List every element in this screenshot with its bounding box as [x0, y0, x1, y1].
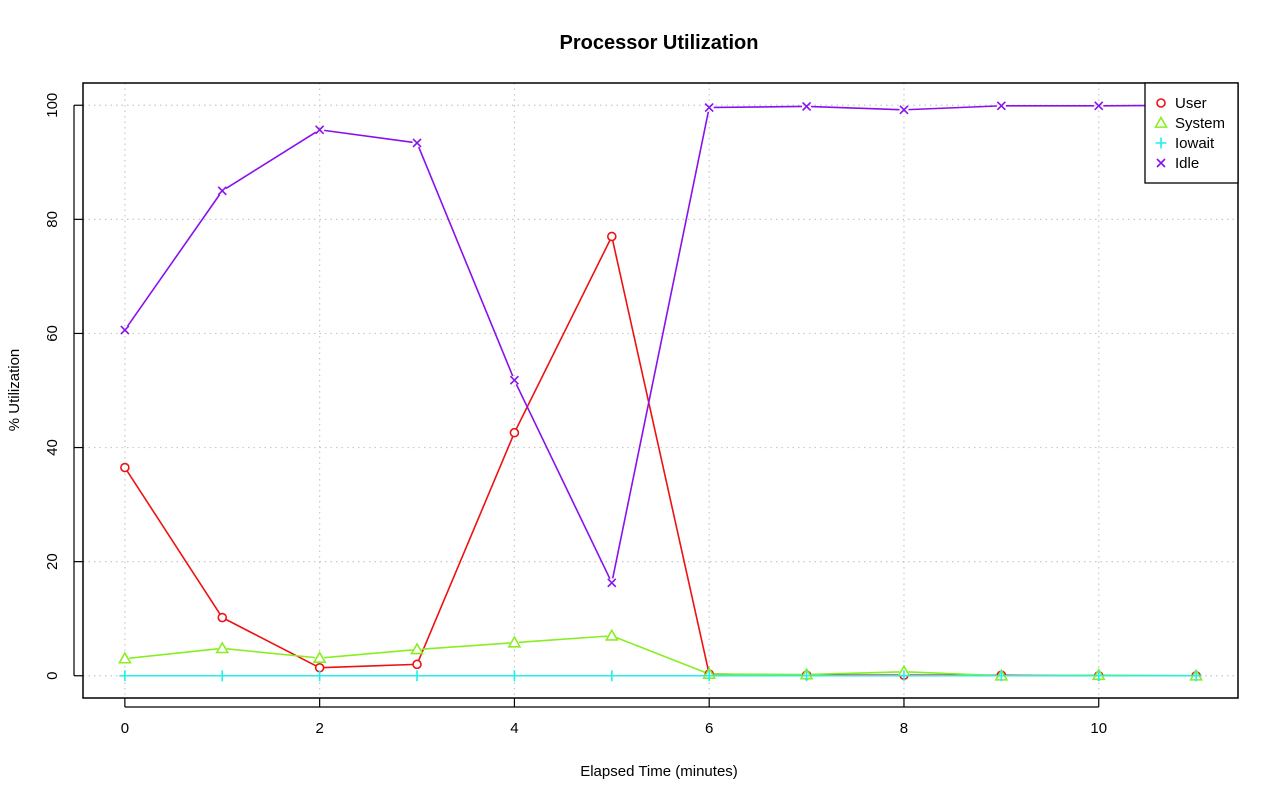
x-tick-label: 10: [1090, 720, 1107, 737]
series-idle-point: [217, 186, 227, 196]
y-tick-label: 20: [44, 553, 61, 570]
series-system-segment: [713, 673, 803, 676]
series-user-point: [412, 659, 422, 670]
series-user-point: [509, 427, 520, 438]
series-system-point: [410, 642, 424, 655]
series-user-point: [120, 462, 130, 473]
series-idle-point: [802, 101, 812, 111]
series-user-segment: [418, 436, 514, 661]
series-user-segment: [225, 618, 317, 667]
series-idle: [120, 100, 1201, 588]
legend-user-label: User: [1175, 95, 1207, 112]
series-idle-segment: [126, 194, 221, 327]
legend-idle-marker: [1156, 158, 1166, 168]
series-system-segment: [129, 648, 218, 659]
series-system-segment: [324, 649, 413, 659]
legend-user-marker: [1156, 98, 1166, 108]
chart-title: Processor Utilization: [560, 32, 759, 54]
legend-idle-label: Idle: [1175, 155, 1199, 172]
series-iowait-point: [1190, 670, 1202, 682]
series-idle-segment: [908, 105, 997, 111]
series-iowait-point: [703, 670, 715, 682]
y-tick-label: 80: [44, 211, 61, 228]
series-user-point: [217, 612, 228, 623]
series-user-segment: [324, 663, 413, 669]
x-tick-label: 4: [510, 720, 518, 737]
series-idle-segment: [713, 105, 803, 109]
series-idle-point: [704, 102, 714, 113]
series-layer: [117, 100, 1204, 682]
x-tick-label: 8: [900, 720, 908, 737]
y-tick-label: 100: [44, 93, 61, 118]
series-system-segment: [615, 636, 706, 674]
series-iowait-point: [606, 670, 618, 682]
x-tick-label: 6: [705, 720, 713, 737]
series-iowait-point: [216, 670, 228, 682]
series-user: [120, 231, 1201, 681]
series-iowait-point: [411, 670, 423, 682]
x-axis-label: Elapsed Time (minutes): [580, 763, 738, 780]
series-user-segment: [515, 240, 611, 430]
series-iowait-point: [508, 670, 520, 682]
series-idle-point: [996, 101, 1006, 111]
series-system-point: [312, 650, 327, 663]
series-idle-segment: [515, 383, 611, 580]
series-idle-segment: [324, 129, 413, 144]
series-user-point: [607, 231, 617, 242]
series-idle-segment: [611, 111, 710, 579]
series-idle-segment: [418, 146, 514, 377]
series-system-point: [117, 651, 132, 664]
series-system-point: [215, 641, 230, 654]
series-idle-segment: [811, 105, 900, 111]
y-tick-label: 60: [44, 325, 61, 342]
series-idle-point: [899, 105, 909, 115]
series-iowait-point: [1093, 670, 1105, 682]
legend-system-marker: [1154, 115, 1168, 128]
y-axis-label: % Utilization: [6, 349, 23, 432]
series-system: [117, 628, 1204, 681]
grid: [83, 83, 1238, 698]
series-idle-point: [315, 125, 325, 135]
series-system-segment: [226, 648, 316, 659]
legend-system-label: System: [1175, 115, 1225, 132]
series-idle-point: [412, 138, 422, 148]
series-idle-point: [607, 578, 617, 588]
series-iowait-point: [119, 670, 131, 682]
series-system-point: [604, 628, 619, 641]
y-tick-label: 40: [44, 439, 61, 456]
plot-frame: [82, 82, 1239, 699]
legend-iowait-marker: [1155, 137, 1167, 149]
series-idle-segment: [225, 131, 317, 190]
x-tick-label: 2: [315, 720, 323, 737]
y-tick-label: 0: [44, 672, 61, 680]
series-iowait-point: [314, 670, 326, 682]
legend: User System Iowait Idle: [1144, 82, 1239, 184]
series-iowait: [119, 670, 1202, 682]
series-system-segment: [421, 642, 510, 650]
series-system-segment: [811, 671, 900, 676]
series-iowait-point: [801, 670, 813, 682]
series-idle-point: [509, 375, 519, 385]
series-system-point: [507, 635, 522, 648]
series-system-segment: [518, 635, 608, 644]
series-iowait-point: [898, 670, 910, 682]
series-idle-point: [120, 325, 130, 335]
legend-iowait-label: Iowait: [1175, 135, 1215, 152]
x-tick-label: 0: [121, 720, 129, 737]
series-user-segment: [612, 240, 709, 670]
series-iowait-point: [995, 670, 1007, 682]
series-idle-point: [1094, 101, 1104, 111]
series-user-segment: [126, 470, 221, 615]
